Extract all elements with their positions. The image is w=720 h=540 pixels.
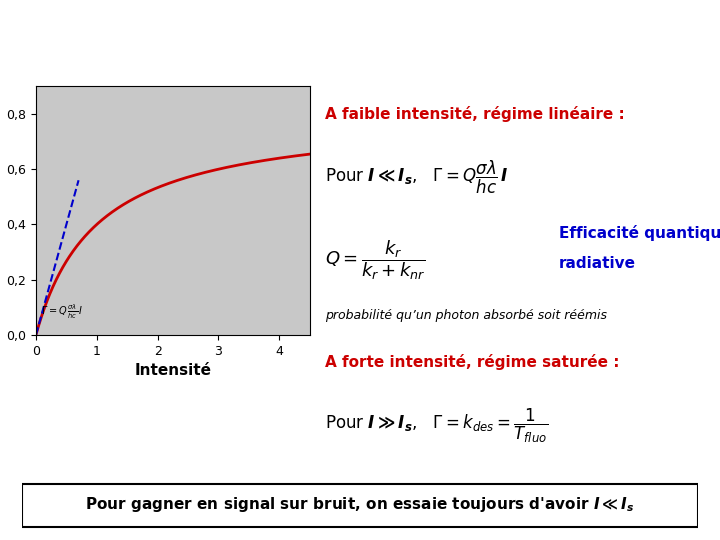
X-axis label: Intensité: Intensité xyxy=(135,363,211,378)
Text: $Q = \dfrac{k_r}{k_r + k_{nr}}$: $Q = \dfrac{k_r}{k_r + k_{nr}}$ xyxy=(325,239,426,282)
Text: Pour $\bfit{I} \ll \bfit{I}_s$,   $\Gamma = Q\dfrac{\sigma\lambda}{hc}\,\bfit{I}: Pour $\bfit{I} \ll \bfit{I}_s$, $\Gamma … xyxy=(325,159,508,196)
FancyBboxPatch shape xyxy=(22,483,698,527)
Text: A forte intensité, régime saturée :: A forte intensité, régime saturée : xyxy=(325,354,619,369)
Text: A faible intensité, régime linéaire :: A faible intensité, régime linéaire : xyxy=(325,106,625,122)
Text: Efficacité quantique: Efficacité quantique xyxy=(559,225,720,241)
Text: $\Gamma = Q\,\frac{\sigma\lambda}{hc}\,I$: $\Gamma = Q\,\frac{\sigma\lambda}{hc}\,I… xyxy=(42,302,84,321)
Text: radiative: radiative xyxy=(559,256,636,271)
Text: Cas limites: Cas limites xyxy=(266,25,454,56)
Text: Pour $\bfit{I} \gg \bfit{I}_s$,   $\Gamma = k_{des} = \dfrac{1}{T_{fluo}}$: Pour $\bfit{I} \gg \bfit{I}_s$, $\Gamma … xyxy=(325,407,548,445)
Text: probabilité qu’un photon absorbé soit réémis: probabilité qu’un photon absorbé soit ré… xyxy=(325,309,607,322)
Text: Pour gagner en signal sur bruit, on essaie toujours d'avoir $\bfit{I} \ll \bfit{: Pour gagner en signal sur bruit, on essa… xyxy=(85,495,635,515)
